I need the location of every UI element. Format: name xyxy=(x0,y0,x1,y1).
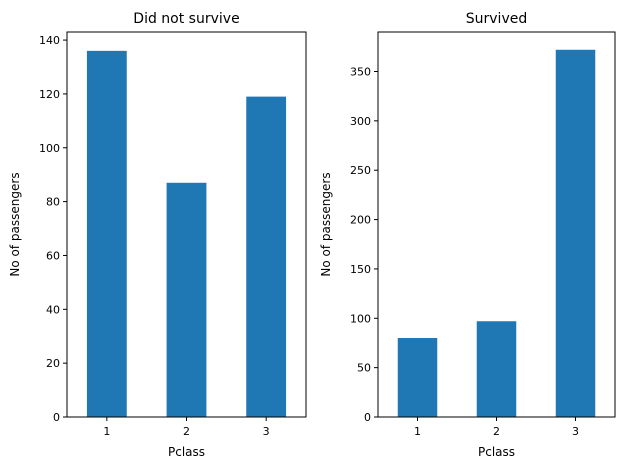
plot-frame xyxy=(66,31,307,418)
y-tick-label: 80 xyxy=(46,196,60,209)
chart-title: Survived xyxy=(466,11,527,27)
y-ticks: 0 20 40 60 80 100 120 140 xyxy=(39,34,67,424)
y-axis-label: No of passengers xyxy=(8,172,22,276)
bars xyxy=(397,49,596,418)
x-tick-label: 3 xyxy=(572,425,579,438)
y-tick-label: 120 xyxy=(39,88,60,101)
x-tick-label: 3 xyxy=(263,425,270,438)
y-tick-label: 140 xyxy=(39,34,60,47)
y-tick-label: 0 xyxy=(364,411,371,424)
y-tick-label: 20 xyxy=(46,357,60,370)
y-axis-label: No of passengers xyxy=(319,172,333,276)
bar-3 xyxy=(555,49,596,418)
y-tick-label: 100 xyxy=(350,312,371,325)
x-ticks: 1 2 3 xyxy=(103,417,270,438)
y-tick-label: 150 xyxy=(350,263,371,276)
y-tick-label: 40 xyxy=(46,303,60,316)
x-tick-label: 1 xyxy=(414,425,421,438)
bar-1 xyxy=(86,50,127,417)
y-tick-label: 250 xyxy=(350,164,371,177)
x-tick-label: 2 xyxy=(183,425,190,438)
chart-survived: Survived Pclass No of passengers 0 50 100 1… xyxy=(319,11,616,459)
bar-2 xyxy=(476,321,517,417)
y-tick-label: 50 xyxy=(357,362,371,375)
y-ticks: 0 50 100 150 200 250 300 350 xyxy=(350,65,378,424)
x-tick-label: 2 xyxy=(493,425,500,438)
bar-3 xyxy=(246,96,287,417)
bar-1 xyxy=(397,338,438,417)
x-ticks: 1 2 3 xyxy=(414,417,579,438)
x-axis-label: Pclass xyxy=(478,445,515,459)
x-tick-label: 1 xyxy=(103,425,110,438)
y-tick-label: 350 xyxy=(350,65,371,78)
y-tick-label: 200 xyxy=(350,214,371,227)
bar-2 xyxy=(166,182,207,417)
chart-did-not-survive: Did not survive Pclass No of passengers … xyxy=(8,11,307,459)
y-tick-label: 60 xyxy=(46,249,60,262)
y-tick-label: 0 xyxy=(53,411,60,424)
x-axis-label: Pclass xyxy=(168,445,205,459)
y-tick-label: 300 xyxy=(350,115,371,128)
chart-title: Did not survive xyxy=(133,11,239,27)
plot-frame xyxy=(377,31,616,418)
y-tick-label: 100 xyxy=(39,142,60,155)
bars xyxy=(86,50,287,417)
